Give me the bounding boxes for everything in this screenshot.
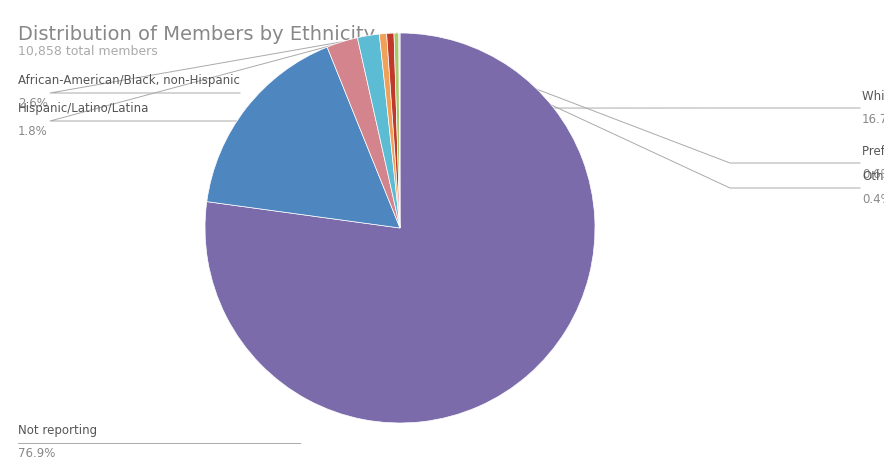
Text: Other: Other (862, 170, 884, 183)
Text: African-American/Black, non-Hispanic: African-American/Black, non-Hispanic (18, 74, 240, 87)
Wedge shape (207, 47, 400, 228)
Wedge shape (379, 34, 400, 228)
Wedge shape (394, 33, 400, 228)
Text: 16.7%: 16.7% (862, 113, 884, 126)
Text: 0.6%: 0.6% (862, 168, 884, 181)
Text: Not reporting: Not reporting (18, 424, 97, 437)
Text: 280: 280 (354, 105, 377, 118)
Text: 2.6%: 2.6% (18, 97, 48, 110)
Text: 1.8%: 1.8% (18, 125, 48, 138)
Text: Prefer not to specify: Prefer not to specify (862, 145, 884, 158)
Text: 10,858 total members: 10,858 total members (18, 45, 157, 58)
Text: 1,811: 1,811 (295, 155, 335, 169)
Wedge shape (357, 34, 400, 228)
Wedge shape (205, 33, 595, 423)
Text: Distribution of Members by Ethnicity: Distribution of Members by Ethnicity (18, 25, 375, 44)
Text: Hispanic/Latino/Latina: Hispanic/Latino/Latina (18, 102, 149, 115)
Text: 8,344: 8,344 (350, 331, 390, 345)
Text: 0.4%: 0.4% (862, 193, 884, 206)
Wedge shape (386, 33, 400, 228)
Wedge shape (399, 33, 400, 228)
Wedge shape (327, 38, 400, 228)
Text: 76.9%: 76.9% (18, 447, 56, 460)
Text: White, non-Hispanic: White, non-Hispanic (862, 90, 884, 103)
